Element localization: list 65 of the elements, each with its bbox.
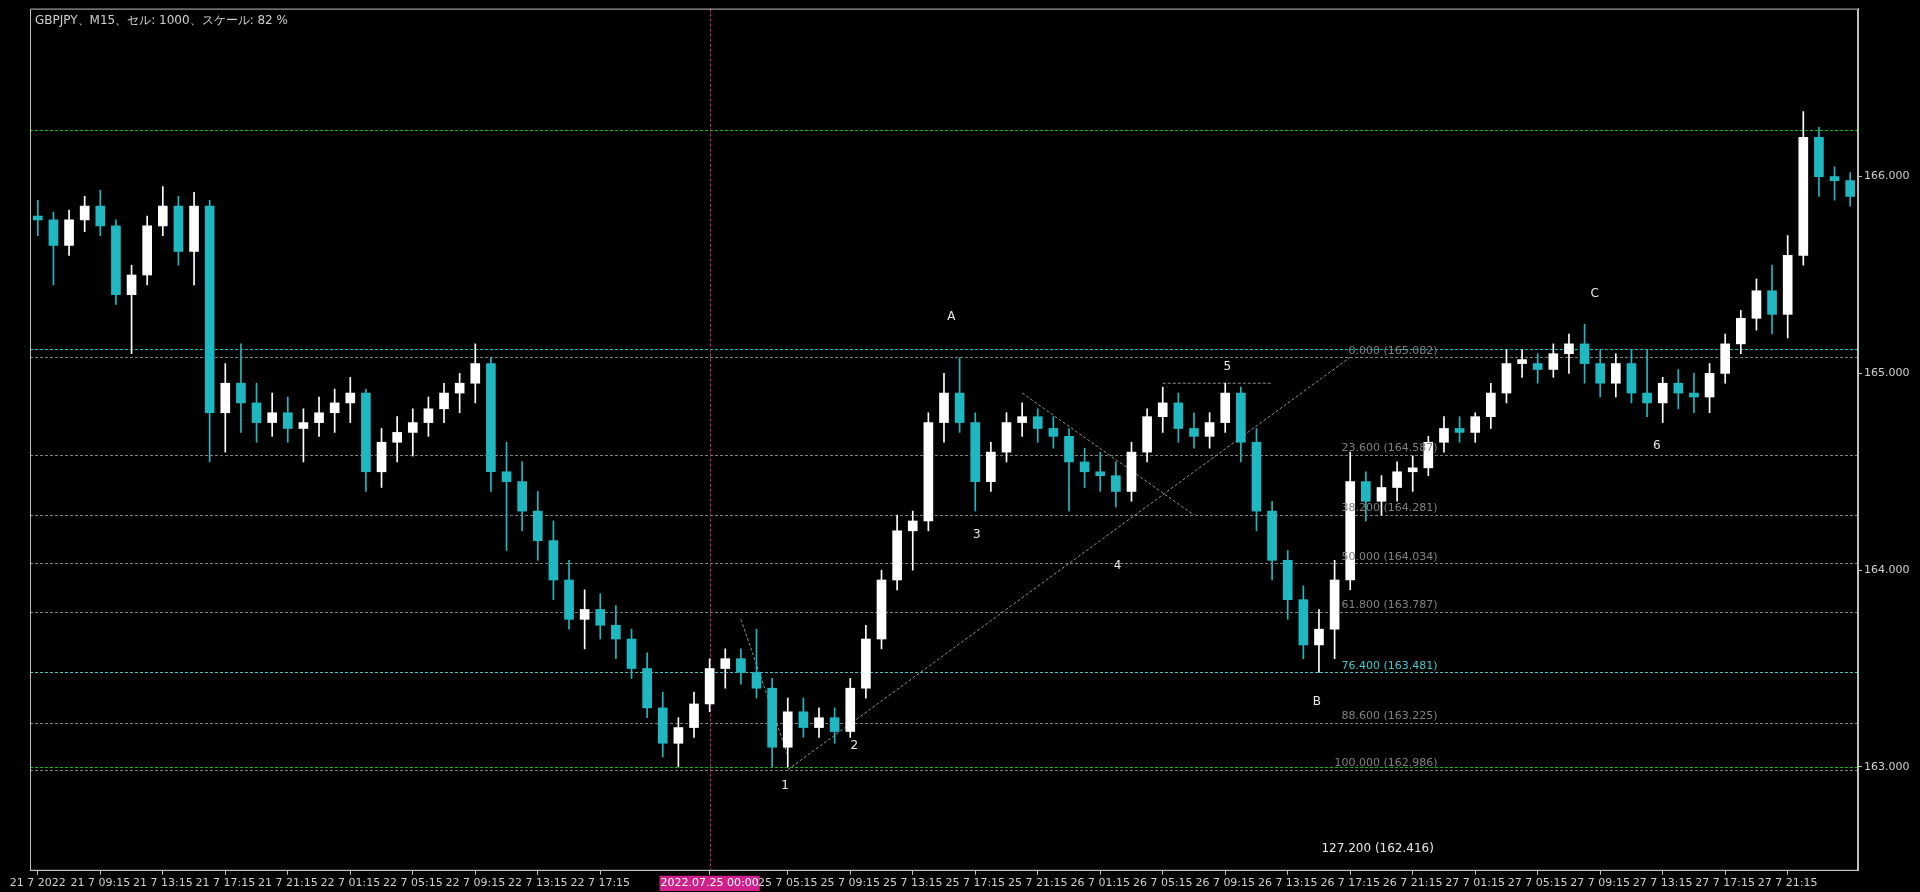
ref-line-label: 88.600 (163.225) bbox=[1341, 709, 1438, 722]
x-tick-label: 21 7 2022 bbox=[9, 876, 66, 890]
x-tick-label: 27 7 05:15 bbox=[1507, 876, 1568, 890]
x-tick-label: 22 7 09:15 bbox=[445, 876, 506, 890]
x-tick-label: 21 7 17:15 bbox=[195, 876, 256, 890]
x-tick-label: 22 7 17:15 bbox=[570, 876, 631, 890]
candlestick bbox=[236, 343, 246, 433]
ref-line-label: 61.800 (163.787) bbox=[1341, 598, 1438, 612]
x-tick-label: 27 7 01:15 bbox=[1445, 876, 1506, 890]
candlestick bbox=[1517, 349, 1527, 378]
x-tick-label: 2022.07.25 00:00 bbox=[660, 876, 759, 890]
x-tick-label: 22 7 05:15 bbox=[382, 876, 443, 890]
x-tick-label: 27 7 09:15 bbox=[1570, 876, 1631, 890]
x-tick-label: 26 7 13:15 bbox=[1257, 876, 1318, 890]
y-tick-label: 166.000 bbox=[1864, 169, 1910, 183]
y-tick-label: 164.000 bbox=[1864, 563, 1910, 577]
annotation: 6 bbox=[1653, 437, 1661, 452]
candlestick bbox=[392, 416, 402, 463]
annotation: C bbox=[1590, 286, 1599, 301]
x-tick-label: 25 7 17:15 bbox=[945, 876, 1006, 890]
annotation: B bbox=[1312, 693, 1322, 708]
candlestick bbox=[1189, 412, 1199, 449]
x-tick-label: 25 7 21:15 bbox=[1007, 876, 1068, 890]
x-tick-label: 26 7 09:15 bbox=[1195, 876, 1256, 890]
candlestick bbox=[407, 408, 418, 457]
candlestick bbox=[345, 377, 356, 423]
candlestick bbox=[1673, 369, 1684, 410]
x-tick-label: 21 7 21:15 bbox=[257, 876, 318, 890]
x-tick-label: 26 7 05:15 bbox=[1132, 876, 1193, 890]
annotation: 1 bbox=[781, 777, 789, 792]
candlestick bbox=[1689, 373, 1699, 414]
annotation: 3 bbox=[973, 526, 981, 541]
candlestick bbox=[1017, 402, 1027, 437]
ref-line-label: 100.000 (162.986) bbox=[1334, 756, 1438, 770]
annotation: 2 bbox=[850, 737, 859, 752]
annotation: A bbox=[947, 309, 957, 324]
ref-line-label: 76.400 (163.481) bbox=[1341, 658, 1438, 672]
candlestick bbox=[1532, 353, 1543, 384]
x-tick-label: 22 7 01:15 bbox=[320, 876, 381, 890]
chart-title: GBPJPY、M15、セル: 1000、スケール: 82 % bbox=[35, 12, 288, 27]
candlestick bbox=[1314, 609, 1324, 673]
annotation: 5 bbox=[1223, 358, 1232, 373]
candlestick bbox=[1564, 333, 1574, 374]
annotation: 127.200 (162.416) bbox=[1321, 841, 1434, 856]
candlestick bbox=[1095, 451, 1106, 492]
x-tick-label: 26 7 01:15 bbox=[1070, 876, 1131, 890]
x-tick-label: 26 7 17:15 bbox=[1320, 876, 1381, 890]
x-tick-label: 21 7 09:15 bbox=[70, 876, 131, 890]
x-tick-label: 26 7 21:15 bbox=[1382, 876, 1443, 890]
candlestick bbox=[907, 510, 918, 571]
x-tick-label: 21 7 13:15 bbox=[132, 876, 193, 890]
y-tick-label: 163.000 bbox=[1864, 759, 1910, 773]
x-tick-label: 27 7 17:15 bbox=[1695, 876, 1756, 890]
candlestick bbox=[267, 392, 277, 437]
x-tick-label: 25 7 13:15 bbox=[882, 876, 943, 890]
x-tick-label: 27 7 13:15 bbox=[1632, 876, 1693, 890]
x-tick-label: 27 7 21:15 bbox=[1757, 876, 1818, 890]
candlestick bbox=[1642, 349, 1652, 418]
candlestick bbox=[1407, 455, 1418, 492]
y-tick-label: 165.000 bbox=[1864, 366, 1910, 380]
annotation: 4 bbox=[1113, 557, 1122, 572]
candlestick bbox=[32, 199, 43, 236]
x-tick-label: 25 7 09:15 bbox=[820, 876, 881, 890]
candlestick bbox=[611, 605, 621, 660]
x-tick-label: 22 7 13:15 bbox=[507, 876, 568, 890]
